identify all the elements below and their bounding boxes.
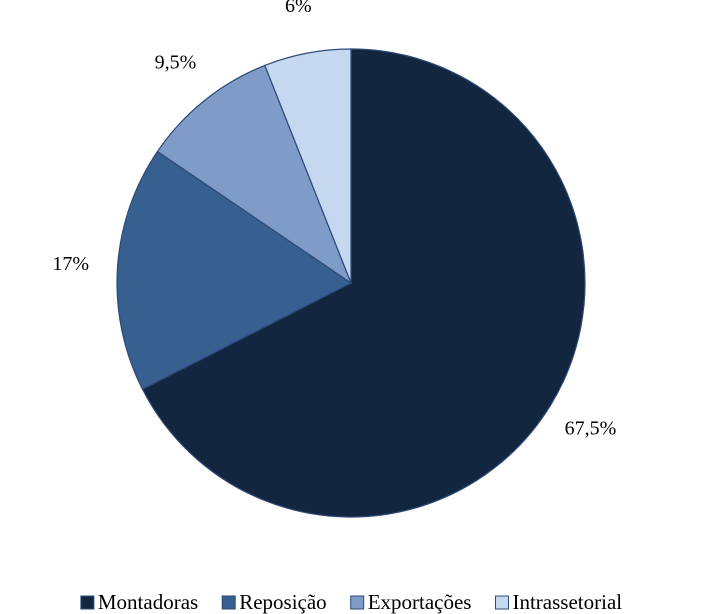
pie-slice — [156, 64, 353, 285]
data-label: 17% — [52, 253, 89, 275]
pie-slice — [264, 48, 352, 284]
legend-label: Montadoras — [98, 590, 198, 614]
legend-swatch — [350, 595, 365, 610]
legend-swatch — [494, 595, 509, 610]
legend-swatch — [80, 595, 95, 610]
legend-label: Exportações — [368, 590, 472, 614]
data-label: 9,5% — [155, 51, 197, 73]
pie-slice — [116, 150, 353, 391]
legend-swatch — [221, 595, 236, 610]
legend-label: Reposição — [239, 590, 326, 614]
data-label: 6% — [285, 0, 312, 17]
legend-label: Intrassetorial — [512, 590, 622, 614]
data-label: 67,5% — [565, 417, 617, 439]
pie-slice — [141, 48, 586, 518]
